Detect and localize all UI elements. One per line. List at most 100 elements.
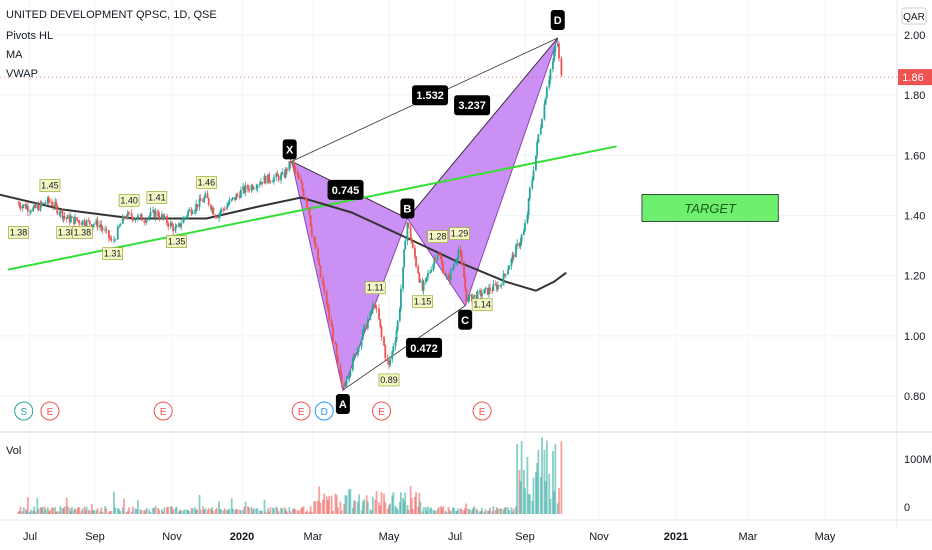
candle-body (291, 162, 294, 164)
pivot-label: 1.15 (414, 297, 432, 307)
candle-body (552, 61, 554, 70)
time-axis[interactable]: Jul Sep Nov 2020 Mar May Jul Sep Nov 2021 Mar May (23, 531, 836, 543)
candle-body (451, 268, 454, 270)
volume-bar (283, 507, 286, 514)
candle-body (256, 185, 259, 189)
event-marker[interactable] (14, 401, 34, 421)
candle-body (365, 324, 368, 329)
symbol-title[interactable]: UNITED DEVELOPMENT QPSC, 1D, QSE (6, 9, 217, 21)
candle-body (194, 210, 196, 213)
currency-badge[interactable] (901, 7, 927, 25)
volume-bar (419, 501, 422, 514)
candle-body (549, 69, 552, 80)
candle-body (162, 214, 165, 218)
volume-bar (177, 511, 180, 514)
candle-body (100, 224, 103, 228)
volume-bar (145, 507, 148, 514)
candle-body (198, 198, 201, 208)
volume-bar (407, 509, 410, 514)
pivot-label: 1.40 (120, 196, 138, 206)
volume-bar (276, 508, 279, 514)
ratio-xb-bg (327, 179, 364, 200)
candle-body (66, 215, 69, 219)
point-x-label: X (286, 144, 294, 156)
candle-body (360, 339, 363, 348)
event-marker[interactable] (314, 401, 334, 421)
volume-bar (59, 506, 62, 514)
y-tick-label: 1.80 (904, 90, 925, 102)
volume-bar (314, 501, 317, 514)
y-tick-label: 1.40 (904, 211, 925, 223)
volume-bar (444, 510, 447, 514)
volume-bar (464, 507, 467, 514)
candle-body (83, 220, 86, 226)
volume-bar (80, 511, 83, 514)
volume-bar (552, 451, 554, 514)
candle-body (77, 220, 80, 222)
indicator-pivots[interactable]: Pivots HL (6, 30, 53, 42)
candle-body (358, 347, 360, 348)
volume-bar (17, 511, 20, 514)
event-marker[interactable] (291, 401, 311, 421)
volume-legend[interactable]: Vol (6, 445, 21, 457)
event-marker[interactable] (153, 401, 173, 421)
volume-bar (334, 493, 337, 514)
candle-body (518, 243, 521, 247)
pivot-box (146, 191, 168, 204)
candle-body (166, 215, 168, 224)
candle-body (391, 351, 394, 360)
volume-bar (139, 509, 142, 514)
volume-bar (543, 450, 546, 514)
pivot-label: 1.11 (367, 283, 384, 293)
volume-bar (180, 510, 183, 514)
volume-bar (157, 507, 160, 514)
event-marker-label: D (321, 407, 328, 418)
candle-body (154, 210, 157, 218)
volume-bar (56, 511, 59, 514)
candle-body (560, 58, 563, 75)
volume-axis: 100M 0 (904, 454, 932, 514)
target-box[interactable] (641, 194, 779, 222)
volume-bar (251, 509, 254, 514)
volume-bar (96, 508, 99, 514)
volume-bar (375, 491, 378, 514)
candle-body (40, 202, 43, 205)
volume-bar (354, 501, 357, 514)
pivot-label: 1.14 (473, 300, 491, 310)
event-marker[interactable] (372, 401, 392, 421)
point-a-label: A (339, 399, 347, 411)
volume-bar (85, 506, 88, 514)
volume-bar (18, 510, 21, 514)
candle-body (58, 213, 61, 215)
candle-body (107, 230, 110, 238)
volume-bar (457, 508, 460, 514)
event-marker[interactable] (40, 401, 60, 421)
volume-bar (432, 509, 435, 514)
volume-bar (522, 470, 525, 514)
candle-body (313, 236, 316, 242)
volume-bar (508, 510, 511, 514)
candle-body (222, 208, 225, 210)
volume-bar (215, 507, 218, 514)
pattern-triangle-bcd[interactable] (406, 37, 559, 307)
candle-body (455, 261, 458, 264)
candle-body (36, 205, 39, 208)
candle-body (297, 174, 300, 180)
indicator-vwap[interactable]: VWAP (6, 68, 38, 80)
volume-bar (68, 508, 71, 514)
candle-body (363, 324, 365, 331)
price-candles (17, 39, 563, 390)
volume-bar (353, 500, 356, 514)
indicator-ma[interactable]: MA (6, 49, 23, 61)
point-x-label-bg (282, 139, 297, 160)
volume-bar (198, 495, 201, 514)
event-marker[interactable] (472, 401, 492, 421)
candle-body (330, 320, 333, 328)
volume-bar (288, 507, 291, 514)
volume-bar (429, 508, 432, 514)
candle-body (404, 240, 407, 250)
candle-body (407, 222, 410, 228)
y-tick-label: 0.80 (904, 391, 925, 403)
price-axis[interactable]: 2.00 1.80 1.60 1.40 1.20 1.00 0.80 (904, 30, 925, 403)
candle-body (230, 199, 233, 201)
